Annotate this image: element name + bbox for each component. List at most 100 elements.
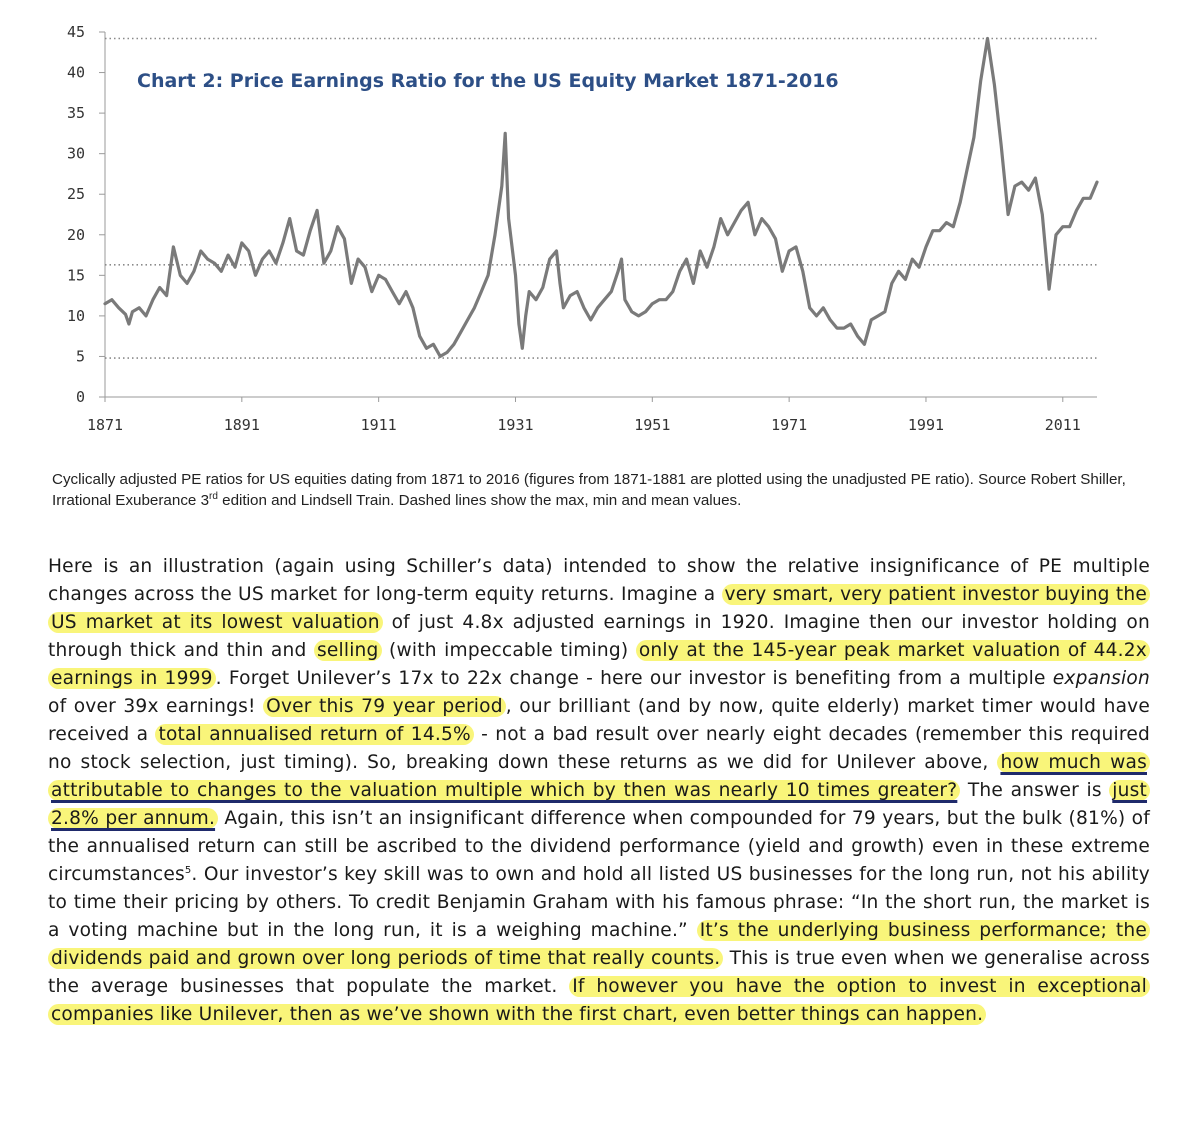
data-point	[542, 286, 544, 289]
data-point	[583, 307, 585, 309]
footnote-marker: 5	[184, 864, 192, 876]
data-point	[131, 311, 134, 313]
data-point	[179, 274, 182, 277]
reference-lines	[105, 37, 1097, 359]
data-point	[487, 274, 489, 277]
data-point	[1082, 197, 1085, 200]
data-point	[925, 246, 927, 248]
data-point	[665, 298, 667, 301]
body-text: - not a bad result over nearly eight dec…	[48, 724, 1150, 773]
data-point	[384, 278, 387, 281]
data-point	[220, 270, 223, 273]
data-point	[884, 311, 886, 313]
data-point	[128, 323, 130, 325]
data-point	[391, 290, 394, 293]
data-point	[781, 270, 784, 273]
data-point	[111, 298, 113, 301]
data-point	[815, 315, 818, 317]
data-point	[562, 307, 565, 309]
data-point	[350, 282, 353, 285]
data-point	[227, 254, 229, 256]
y-tick-label: 30	[67, 145, 85, 163]
data-point	[377, 274, 380, 277]
data-point	[466, 319, 469, 321]
data-point	[973, 136, 975, 139]
data-point	[637, 315, 640, 317]
data-point	[1041, 213, 1044, 216]
caption-text-1: Cyclically adjusted PE ratios for US equ…	[52, 471, 1126, 509]
chart-title: Chart 2: Price Earnings Ratio for the US…	[137, 70, 839, 92]
x-tick-label: 1931	[497, 416, 533, 434]
data-point	[959, 201, 961, 204]
data-point	[802, 270, 804, 273]
pe-ratio-series-line	[103, 36, 1099, 358]
data-point	[1027, 189, 1030, 191]
body-text: . Our investor’s key skill was to own an…	[48, 864, 1150, 941]
chart-caption: Cyclically adjusted PE ratios for US equ…	[52, 469, 1152, 511]
data-point	[589, 319, 592, 321]
data-point	[330, 250, 332, 252]
data-point	[911, 258, 914, 260]
x-tick-label: 1911	[361, 416, 397, 434]
highlight-text: total annualised return of 14.5%	[155, 724, 474, 745]
data-point	[1062, 225, 1064, 228]
data-point	[740, 209, 742, 212]
data-point	[357, 258, 359, 260]
data-point	[1034, 177, 1037, 179]
data-point	[555, 250, 558, 252]
highlight-text: selling	[313, 640, 382, 661]
data-point	[453, 343, 455, 346]
data-point	[1068, 225, 1071, 228]
data-point	[631, 311, 633, 313]
data-point	[644, 311, 647, 313]
data-point	[432, 343, 435, 346]
data-point	[446, 351, 448, 354]
data-point	[986, 37, 989, 40]
data-point	[323, 262, 325, 265]
data-point	[836, 327, 838, 329]
data-point	[316, 209, 318, 212]
data-point	[706, 266, 708, 269]
data-point	[761, 217, 763, 220]
data-point	[418, 335, 421, 338]
highlight-text: Over this 79 year period	[263, 696, 506, 717]
data-point	[569, 294, 571, 297]
data-point	[425, 347, 428, 350]
data-point	[822, 307, 825, 309]
data-point	[603, 298, 606, 301]
body-text: , our brilliant (and by now, quite elder…	[48, 696, 1151, 745]
data-point	[535, 298, 537, 301]
data-point	[507, 217, 510, 220]
data-point	[733, 221, 736, 224]
data-point	[521, 347, 524, 350]
data-point	[439, 355, 442, 358]
data-point	[932, 229, 934, 232]
data-point	[158, 286, 161, 289]
data-point	[685, 258, 688, 260]
data-point	[870, 319, 872, 321]
data-point	[624, 298, 626, 301]
data-point	[897, 270, 900, 273]
data-point	[518, 323, 520, 325]
data-point	[268, 250, 271, 252]
data-point	[514, 274, 517, 277]
data-point	[747, 201, 749, 204]
data-point	[193, 270, 195, 273]
data-point	[480, 290, 483, 293]
data-point	[371, 290, 373, 293]
data-point	[145, 315, 147, 317]
data-point	[234, 266, 236, 269]
data-point	[979, 79, 982, 82]
x-tick-label: 1951	[634, 416, 670, 434]
data-point	[336, 225, 339, 228]
caption-text-2: edition and Lindsell Train. Dashed lines…	[217, 492, 742, 509]
caption-superscript: rd	[209, 490, 218, 502]
data-point	[713, 246, 715, 248]
body-text: Again, this isn’t an insignificant diffe…	[48, 808, 1150, 885]
data-point	[726, 234, 729, 236]
data-point	[856, 335, 859, 338]
body-text: . Forget Unilever’s 17x to 22x change - …	[215, 668, 1053, 689]
y-tick-label: 15	[67, 266, 85, 284]
pe-ratio-chart: 0 5 10 15 20 25 30 35 40 45 1871 1891 1911 1931 1951 19…	[67, 23, 1099, 434]
data-point	[877, 315, 879, 317]
